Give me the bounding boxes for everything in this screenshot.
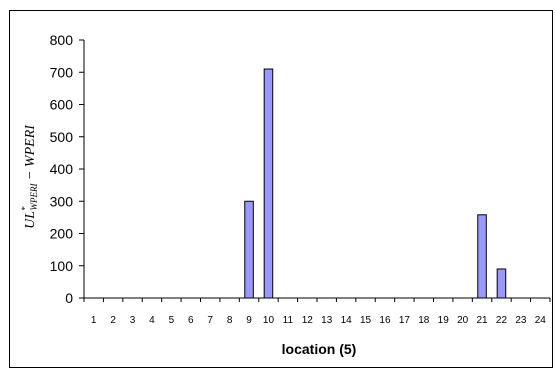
y-tick-label: 700 (50, 64, 74, 80)
x-tick-label: 2 (110, 315, 116, 326)
y-tick-label: 100 (50, 258, 74, 274)
x-tick-label: 12 (302, 315, 314, 326)
x-tick-label: 20 (457, 315, 469, 326)
y-tick-label: 0 (65, 290, 73, 306)
x-tick-label: 3 (130, 315, 136, 326)
x-tick-label: 10 (263, 315, 275, 326)
x-tick-label: 1 (91, 315, 97, 326)
bar-location-10 (263, 68, 274, 299)
x-tick-label: 22 (496, 315, 508, 326)
x-axis-label: location (5) (282, 341, 357, 357)
x-tick-label: 13 (321, 315, 333, 326)
x-tick-label: 6 (188, 315, 194, 326)
x-tick-label: 7 (207, 315, 213, 326)
y-axis-label-superscript: * (20, 206, 30, 211)
bars (244, 68, 507, 299)
x-axis-ticks: 1 2 3 4 5 6 7 8 9 10 11 12 13 14 15 16 17 18 19 20 21 22 23 24 (83, 298, 551, 326)
y-axis-ticks: 0 100 200 300 400 500 600 700 800 (50, 32, 84, 306)
y-axis-label-base: UL (23, 211, 38, 229)
x-tick-label: 18 (418, 315, 430, 326)
bar-location-22 (496, 268, 507, 299)
x-tick-label: 23 (515, 315, 527, 326)
y-tick-label: 500 (50, 129, 74, 145)
x-tick-label: 17 (399, 315, 411, 326)
x-tick-label: 11 (283, 315, 294, 326)
y-tick-label: 300 (50, 193, 74, 209)
x-tick-label: 8 (227, 315, 233, 326)
y-axis-label-subscript: WPERI (29, 183, 39, 211)
y-tick-label: 800 (50, 32, 74, 48)
chart-frame (9, 10, 553, 368)
x-tick-label: 9 (246, 315, 252, 326)
bar-location-9 (244, 200, 254, 299)
x-tick-label: 19 (438, 315, 450, 326)
bar-location-21 (477, 214, 487, 299)
y-tick-label: 400 (50, 161, 74, 177)
x-tick-label: 21 (476, 315, 488, 326)
y-tick-label: 600 (50, 97, 74, 113)
x-tick-label: 15 (360, 315, 372, 326)
y-tick-label: 200 (50, 226, 74, 242)
y-axis-label: UL*WPERI − WPERI (20, 124, 39, 229)
x-tick-label: 24 (535, 315, 547, 326)
x-tick-label: 16 (379, 315, 391, 326)
x-tick-label: 4 (149, 315, 155, 326)
x-tick-label: 14 (341, 315, 353, 326)
y-axis-label-suffix: − WPERI (23, 124, 38, 184)
x-tick-label: 5 (169, 315, 175, 326)
